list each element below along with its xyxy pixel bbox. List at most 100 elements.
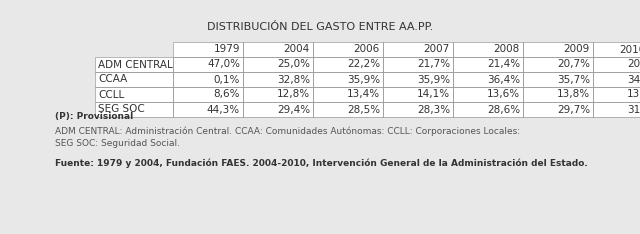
Bar	[243, 87, 313, 102]
Text: 13,4%: 13,4%	[627, 89, 640, 99]
Bar	[243, 72, 313, 87]
Bar	[593, 102, 640, 117]
Text: 28,6%: 28,6%	[487, 105, 520, 114]
Text: 13,8%: 13,8%	[557, 89, 590, 99]
Bar	[173, 102, 243, 117]
Text: SEG SOC: SEG SOC	[98, 105, 145, 114]
Text: 28,3%: 28,3%	[417, 105, 450, 114]
Bar	[173, 72, 243, 87]
Bar	[523, 102, 593, 117]
Bar	[383, 57, 453, 72]
Text: CCAA: CCAA	[98, 74, 127, 84]
Text: 13,6%: 13,6%	[487, 89, 520, 99]
Text: ADM CENTRAL: ADM CENTRAL	[98, 59, 173, 69]
Text: 35,9%: 35,9%	[417, 74, 450, 84]
Text: 2009: 2009	[564, 44, 590, 55]
Bar	[593, 57, 640, 72]
Bar	[243, 57, 313, 72]
Bar	[453, 72, 523, 87]
Text: 44,3%: 44,3%	[207, 105, 240, 114]
Bar	[95, 42, 173, 57]
Text: 13,4%: 13,4%	[347, 89, 380, 99]
Bar	[453, 57, 523, 72]
Bar	[453, 87, 523, 102]
Bar	[453, 87, 523, 102]
Bar	[383, 87, 453, 102]
Text: 21,7%: 21,7%	[417, 59, 450, 69]
Text: DISTRIBUCIÓN DEL GASTO ENTRE AA.PP.: DISTRIBUCIÓN DEL GASTO ENTRE AA.PP.	[207, 22, 433, 32]
Text: ADM CENTRAL: Administración Central. CCAA: Comunidades Autónomas: CCLL: Corporac: ADM CENTRAL: Administración Central. CCA…	[55, 127, 520, 136]
Bar	[313, 87, 383, 102]
Bar	[453, 42, 523, 57]
Text: Fuente: 1979 y 2004, Fundación FAES. 2004-2010, Intervención General de la Admin: Fuente: 1979 y 2004, Fundación FAES. 200…	[55, 159, 588, 168]
Text: 2008: 2008	[493, 44, 520, 55]
Text: 29,4%: 29,4%	[277, 105, 310, 114]
Bar	[313, 57, 383, 72]
Text: 2007: 2007	[424, 44, 450, 55]
Bar	[593, 87, 640, 102]
Bar	[95, 57, 173, 72]
Bar	[523, 87, 593, 102]
Text: 47,0%: 47,0%	[207, 59, 240, 69]
Text: 25,0%: 25,0%	[277, 59, 310, 69]
Text: 1979: 1979	[214, 44, 240, 55]
Bar	[453, 57, 523, 72]
Bar	[383, 42, 453, 57]
Bar	[453, 72, 523, 87]
Bar	[95, 87, 173, 102]
Bar	[173, 57, 243, 72]
Bar	[593, 87, 640, 102]
Bar	[243, 42, 313, 57]
Bar	[593, 72, 640, 87]
Text: 29,7%: 29,7%	[557, 105, 590, 114]
Bar	[243, 87, 313, 102]
Bar	[173, 42, 243, 57]
Bar	[383, 57, 453, 72]
Bar	[313, 42, 383, 57]
Bar	[243, 57, 313, 72]
Bar	[173, 87, 243, 102]
Text: 2004: 2004	[284, 44, 310, 55]
Bar	[453, 102, 523, 117]
Bar	[173, 102, 243, 117]
Bar	[313, 72, 383, 87]
Bar	[383, 102, 453, 117]
Text: SEG SOC: Seguridad Social.: SEG SOC: Seguridad Social.	[55, 139, 180, 148]
Bar	[313, 102, 383, 117]
Bar	[313, 87, 383, 102]
Text: 0,1%: 0,1%	[214, 74, 240, 84]
Bar	[523, 72, 593, 87]
Bar	[523, 102, 593, 117]
Bar	[173, 57, 243, 72]
Text: 31,6%: 31,6%	[627, 105, 640, 114]
Text: 2010(P): 2010(P)	[620, 44, 640, 55]
Bar	[523, 87, 593, 102]
Bar	[523, 57, 593, 72]
Text: 12,8%: 12,8%	[277, 89, 310, 99]
Bar	[95, 102, 173, 117]
Bar	[313, 57, 383, 72]
Bar	[453, 102, 523, 117]
Text: 22,2%: 22,2%	[347, 59, 380, 69]
Bar	[95, 57, 173, 72]
Text: 8,6%: 8,6%	[214, 89, 240, 99]
Bar	[453, 42, 523, 57]
Bar	[95, 72, 173, 87]
Bar	[243, 102, 313, 117]
Bar	[523, 57, 593, 72]
Text: 2006: 2006	[354, 44, 380, 55]
Bar	[593, 72, 640, 87]
Bar	[243, 72, 313, 87]
Bar	[383, 72, 453, 87]
Bar	[593, 42, 640, 57]
Bar	[313, 102, 383, 117]
Text: 36,4%: 36,4%	[487, 74, 520, 84]
Bar	[593, 102, 640, 117]
Text: 20,4%: 20,4%	[627, 59, 640, 69]
Text: 20,7%: 20,7%	[557, 59, 590, 69]
Bar	[173, 42, 243, 57]
Text: 35,9%: 35,9%	[347, 74, 380, 84]
Text: (P): Provisional: (P): Provisional	[55, 112, 133, 121]
Text: 32,8%: 32,8%	[277, 74, 310, 84]
Bar	[523, 72, 593, 87]
